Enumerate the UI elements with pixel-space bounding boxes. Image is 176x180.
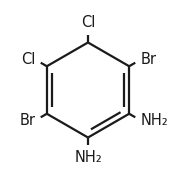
Text: Cl: Cl	[21, 52, 36, 67]
Text: NH₂: NH₂	[74, 150, 102, 165]
Text: Br: Br	[20, 113, 36, 128]
Text: Br: Br	[140, 52, 156, 67]
Text: NH₂: NH₂	[140, 113, 168, 128]
Text: Cl: Cl	[81, 15, 95, 30]
